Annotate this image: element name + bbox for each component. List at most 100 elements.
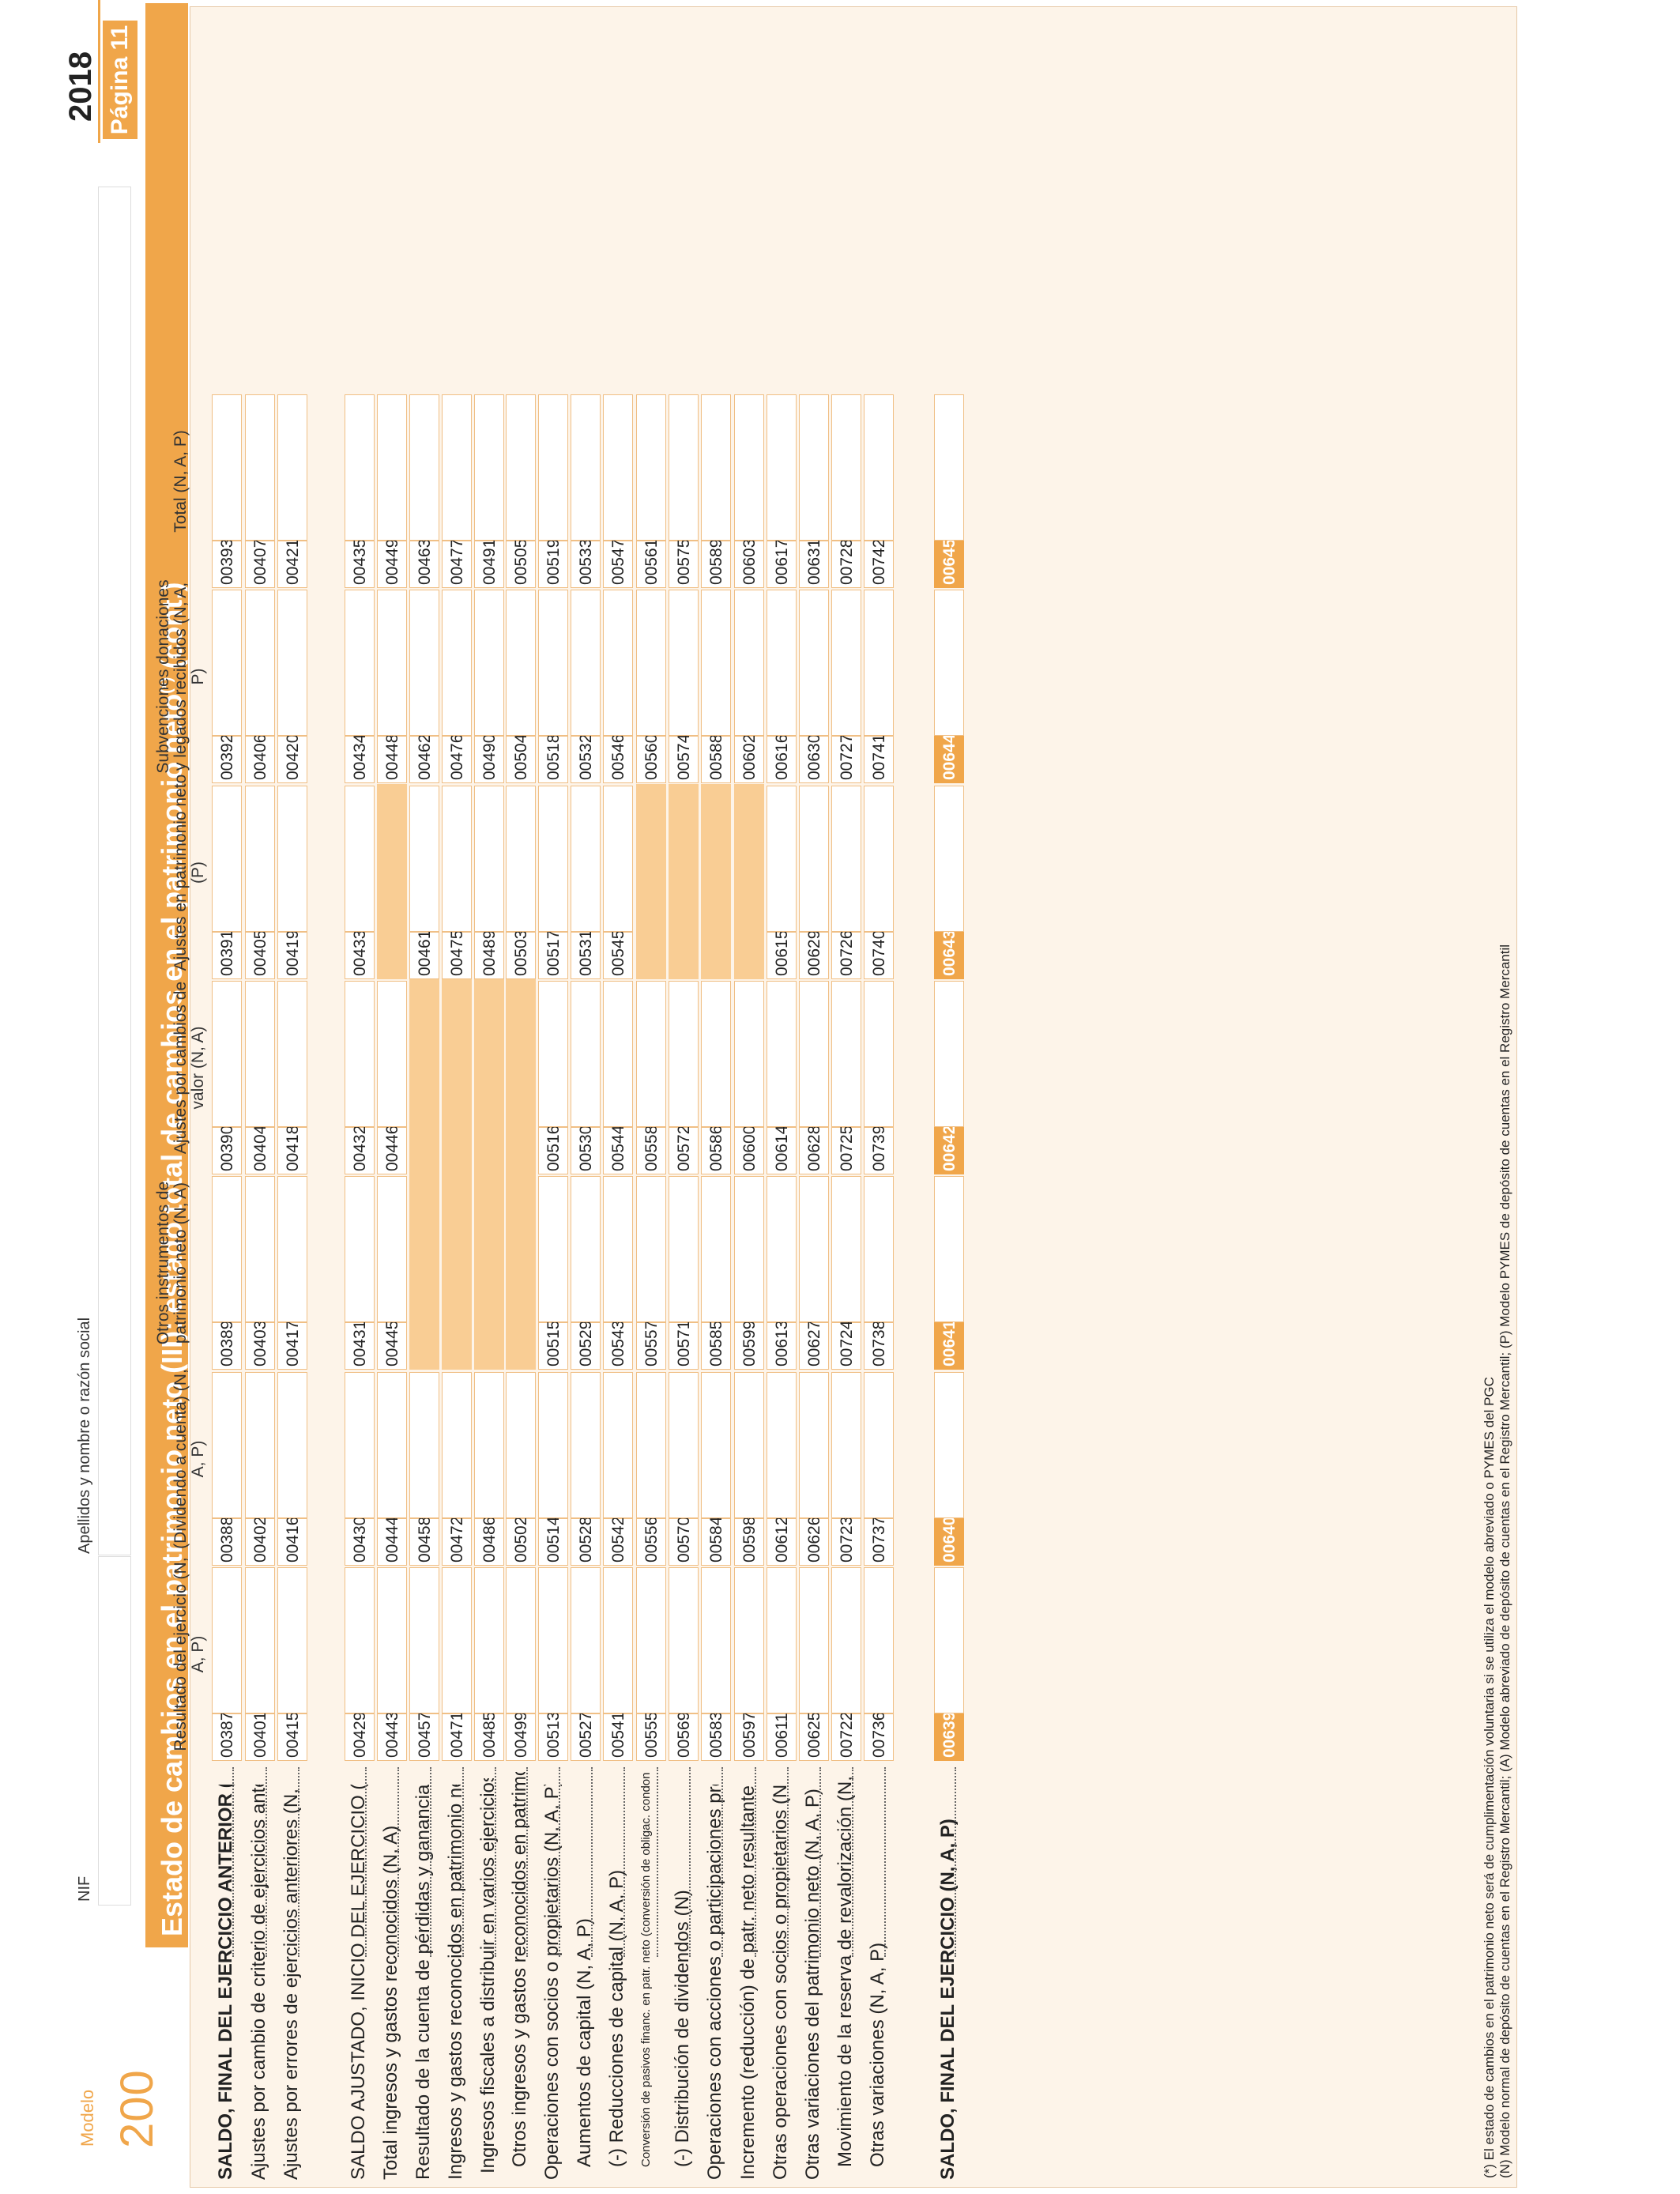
amount-input[interactable]	[669, 1176, 699, 1322]
amount-input[interactable]	[571, 590, 601, 736]
amount-input[interactable]	[345, 1567, 375, 1713]
amount-input[interactable]	[442, 394, 472, 541]
amount-input[interactable]	[669, 394, 699, 541]
amount-input[interactable]	[603, 1176, 633, 1322]
amount-input[interactable]	[701, 590, 731, 736]
amount-input[interactable]	[409, 1372, 439, 1518]
amount-input[interactable]	[571, 1372, 601, 1518]
amount-input[interactable]	[701, 394, 731, 541]
amount-input[interactable]	[212, 981, 242, 1127]
amount-input[interactable]	[442, 1567, 472, 1713]
nif-field[interactable]	[98, 1556, 131, 1906]
amount-input[interactable]	[636, 1372, 666, 1518]
amount-input[interactable]	[864, 394, 894, 541]
amount-input[interactable]	[571, 394, 601, 541]
amount-input[interactable]	[245, 786, 275, 932]
amount-input[interactable]	[831, 1372, 861, 1518]
amount-input[interactable]	[603, 981, 633, 1127]
amount-input[interactable]	[734, 1176, 764, 1322]
amount-input[interactable]	[636, 981, 666, 1127]
amount-input[interactable]	[442, 786, 472, 932]
amount-input[interactable]	[669, 981, 699, 1127]
amount-input[interactable]	[669, 1567, 699, 1713]
amount-input[interactable]	[506, 1567, 536, 1713]
amount-input[interactable]	[636, 394, 666, 541]
amount-input[interactable]	[864, 1567, 894, 1713]
amount-input[interactable]	[245, 590, 275, 736]
amount-input[interactable]	[767, 786, 797, 932]
amount-input[interactable]	[277, 981, 307, 1127]
amount-input[interactable]	[377, 394, 407, 541]
amount-input[interactable]	[377, 1567, 407, 1713]
amount-input[interactable]	[701, 1567, 731, 1713]
amount-input[interactable]	[571, 981, 601, 1127]
amount-input[interactable]	[934, 590, 964, 736]
amount-input[interactable]	[799, 1176, 829, 1322]
amount-input[interactable]	[636, 1176, 666, 1322]
amount-input[interactable]	[538, 786, 568, 932]
amount-input[interactable]	[734, 590, 764, 736]
amount-input[interactable]	[474, 590, 504, 736]
amount-input[interactable]	[603, 590, 633, 736]
amount-input[interactable]	[799, 1567, 829, 1713]
amount-input[interactable]	[831, 590, 861, 736]
amount-input[interactable]	[799, 1372, 829, 1518]
amount-input[interactable]	[701, 1176, 731, 1322]
amount-input[interactable]	[603, 786, 633, 932]
amount-input[interactable]	[409, 590, 439, 736]
amount-input[interactable]	[636, 1567, 666, 1713]
amount-input[interactable]	[934, 786, 964, 932]
amount-input[interactable]	[934, 1176, 964, 1322]
amount-input[interactable]	[538, 1176, 568, 1322]
amount-input[interactable]	[474, 1372, 504, 1518]
amount-input[interactable]	[506, 394, 536, 541]
amount-input[interactable]	[767, 1176, 797, 1322]
amount-input[interactable]	[571, 786, 601, 932]
amount-input[interactable]	[934, 1372, 964, 1518]
amount-input[interactable]	[864, 1176, 894, 1322]
name-field[interactable]	[98, 187, 131, 1555]
amount-input[interactable]	[212, 590, 242, 736]
amount-input[interactable]	[345, 394, 375, 541]
amount-input[interactable]	[245, 1176, 275, 1322]
amount-input[interactable]	[377, 1176, 407, 1322]
amount-input[interactable]	[799, 786, 829, 932]
amount-input[interactable]	[571, 1567, 601, 1713]
amount-input[interactable]	[277, 590, 307, 736]
amount-input[interactable]	[734, 1567, 764, 1713]
amount-input[interactable]	[799, 394, 829, 541]
amount-input[interactable]	[212, 1176, 242, 1322]
amount-input[interactable]	[767, 394, 797, 541]
amount-input[interactable]	[831, 981, 861, 1127]
amount-input[interactable]	[277, 786, 307, 932]
amount-input[interactable]	[603, 1567, 633, 1713]
amount-input[interactable]	[442, 590, 472, 736]
amount-input[interactable]	[538, 981, 568, 1127]
amount-input[interactable]	[767, 590, 797, 736]
amount-input[interactable]	[442, 1372, 472, 1518]
amount-input[interactable]	[506, 786, 536, 932]
amount-input[interactable]	[603, 1372, 633, 1518]
amount-input[interactable]	[345, 981, 375, 1127]
amount-input[interactable]	[474, 394, 504, 541]
amount-input[interactable]	[799, 590, 829, 736]
amount-input[interactable]	[212, 786, 242, 932]
amount-input[interactable]	[831, 1176, 861, 1322]
amount-input[interactable]	[538, 394, 568, 541]
amount-input[interactable]	[701, 1372, 731, 1518]
amount-input[interactable]	[767, 981, 797, 1127]
amount-input[interactable]	[864, 1372, 894, 1518]
amount-input[interactable]	[734, 981, 764, 1127]
amount-input[interactable]	[636, 590, 666, 736]
amount-input[interactable]	[212, 394, 242, 541]
amount-input[interactable]	[345, 1372, 375, 1518]
amount-input[interactable]	[799, 981, 829, 1127]
amount-input[interactable]	[277, 1176, 307, 1322]
amount-input[interactable]	[506, 1372, 536, 1518]
amount-input[interactable]	[277, 1372, 307, 1518]
amount-input[interactable]	[864, 981, 894, 1127]
amount-input[interactable]	[701, 981, 731, 1127]
amount-input[interactable]	[212, 1372, 242, 1518]
amount-input[interactable]	[603, 394, 633, 541]
amount-input[interactable]	[734, 394, 764, 541]
